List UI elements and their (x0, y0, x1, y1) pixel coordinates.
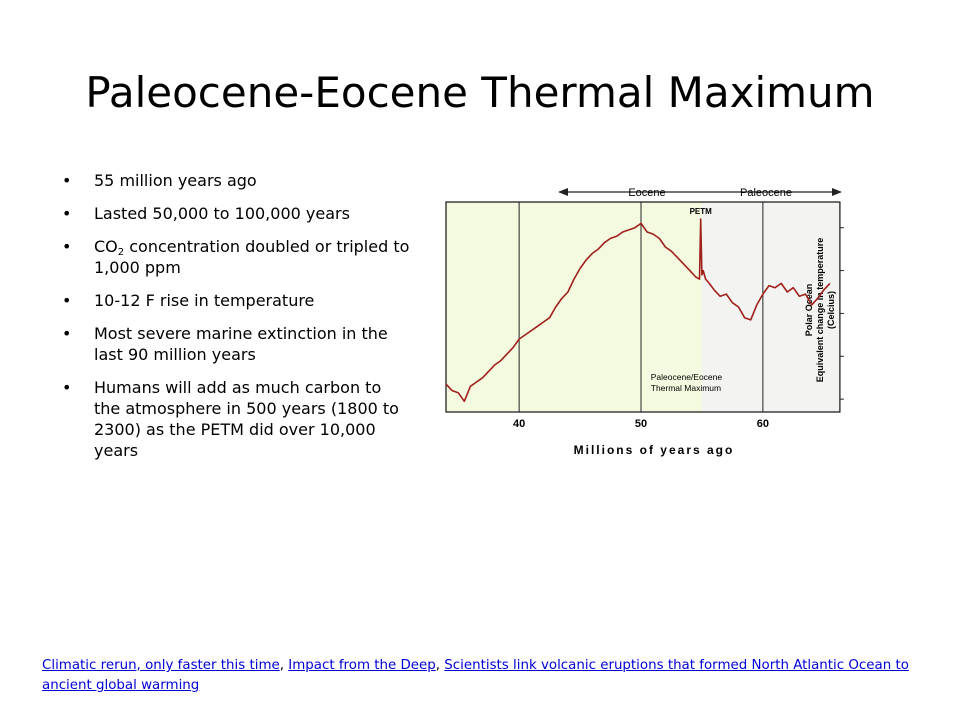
bullet-item: • 10-12 F rise in temperature (62, 290, 410, 311)
petm-annotation: PETM (690, 207, 713, 216)
bullet-text: 55 million years ago (94, 171, 257, 190)
bullet-glyph: • (62, 204, 72, 223)
plot-frame (445, 201, 841, 413)
link-separator: , (435, 658, 445, 673)
link-impact-from-the-deep[interactable]: Impact from the Deep (288, 658, 436, 673)
x-tick-label: 40 (513, 418, 525, 430)
bullet-text: Lasted 50,000 to 100,000 years (94, 204, 350, 223)
temperature-chart-svg: Eocene Paleocene PETM Paleocene/Eocene T… (445, 187, 844, 457)
source-links: Climatic rerun, only faster this time, I… (42, 656, 922, 696)
pe-thermal-max-annotation-line2: Thermal Maximum (651, 383, 721, 393)
epoch-arrows (558, 188, 842, 196)
x-tick-label: 60 (757, 418, 769, 430)
bullet-item: • Humans will add as much carbon to the a… (62, 377, 410, 461)
bullet-text-subscript: 2 (117, 247, 125, 258)
x-axis-label: Millions of years ago (574, 443, 735, 457)
link-volcanic-eruptions[interactable]: Scientists link volcanic eruptions that … (42, 658, 909, 693)
bullet-item: • 55 million years ago (62, 170, 410, 191)
bullet-glyph: • (62, 171, 72, 190)
bullet-text-co2-prefix: CO (94, 237, 118, 256)
bullet-item: • Most severe marine extinction in the la… (62, 323, 410, 365)
bullet-text-co2-rest: concentration doubled or tripled to 1,00… (94, 237, 410, 277)
chart-gridlines (518, 202, 764, 412)
eocene-arrow-head (558, 188, 568, 196)
link-climatic-rerun[interactable]: Climatic rerun, only faster this time (42, 658, 280, 673)
bullet-item: • Lasted 50,000 to 100,000 years (62, 203, 410, 224)
bullet-text: 10-12 F rise in temperature (94, 291, 315, 310)
pe-thermal-max-annotation-line1: Paleocene/Eocene (651, 372, 723, 382)
bullet-item: • CO2 concentration doubled or tripled to… (62, 236, 410, 278)
eocene-label: Eocene (628, 187, 665, 199)
y-axis-label-line3: (Celcius) (826, 291, 836, 329)
temperature-series-line (445, 218, 831, 403)
eocene-region (446, 202, 702, 412)
bullet-text: Most severe marine extinction in the las… (94, 324, 388, 364)
bullet-glyph: • (62, 324, 72, 343)
y-axis-label: Polar Ocean Equivalent change in tempera… (804, 238, 836, 383)
temperature-chart: Eocene Paleocene PETM Paleocene/Eocene T… (444, 180, 846, 465)
x-axis-ticks: 40 50 60 (513, 418, 769, 430)
x-tick-label: 50 (635, 418, 647, 430)
paleocene-arrow-head (832, 188, 842, 196)
slide-title: Paleocene-Eocene Thermal Maximum (85, 68, 875, 117)
link-separator: , (279, 658, 289, 673)
paleocene-region (701, 202, 840, 412)
bullet-glyph: • (62, 378, 72, 397)
bullet-text: Humans will add as much carbon to the at… (94, 378, 399, 460)
y-axis-label-line1: Polar Ocean (804, 284, 814, 337)
bullet-list: • 55 million years ago • Lasted 50,000 to … (62, 170, 410, 473)
bullet-glyph: • (62, 291, 72, 310)
y-axis-ticks: 4681012 (839, 227, 844, 400)
paleocene-label: Paleocene (740, 187, 792, 199)
bullet-glyph: • (62, 237, 72, 256)
y-axis-label-line2: Equivalent change in temperature (815, 238, 825, 383)
